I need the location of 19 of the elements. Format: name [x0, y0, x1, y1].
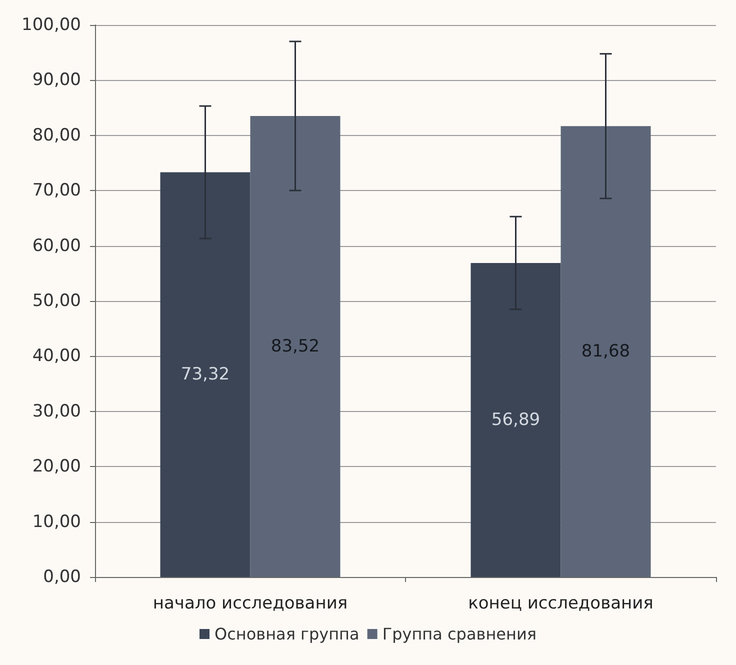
y-tick-label: 30,00 — [32, 401, 81, 422]
legend-label: Группа сравнения — [382, 624, 536, 644]
data-label: 81,68 — [581, 342, 630, 362]
y-tick-label: 90,00 — [32, 70, 81, 90]
data-label: 73,32 — [180, 364, 230, 385]
y-tick-label: 20,00 — [32, 456, 81, 477]
y-tick-label: 10,00 — [32, 512, 81, 532]
y-tick-label: 50,00 — [32, 291, 81, 311]
x-tick-label: начало исследования — [152, 594, 348, 614]
data-label: 56,89 — [491, 410, 540, 430]
y-tick-label: 100,00 — [22, 15, 81, 35]
legend-label: Основная группа — [214, 624, 360, 644]
y-tick-label: 80,00 — [32, 125, 81, 146]
y-tick-label: 70,00 — [32, 180, 81, 201]
data-label: 83,52 — [270, 336, 320, 356]
y-tick-label: 60,00 — [32, 236, 81, 256]
y-tick-label: 40,00 — [32, 346, 81, 366]
x-tick-label: конец исследования — [468, 594, 654, 614]
y-tick-label: 0,00 — [43, 567, 81, 587]
